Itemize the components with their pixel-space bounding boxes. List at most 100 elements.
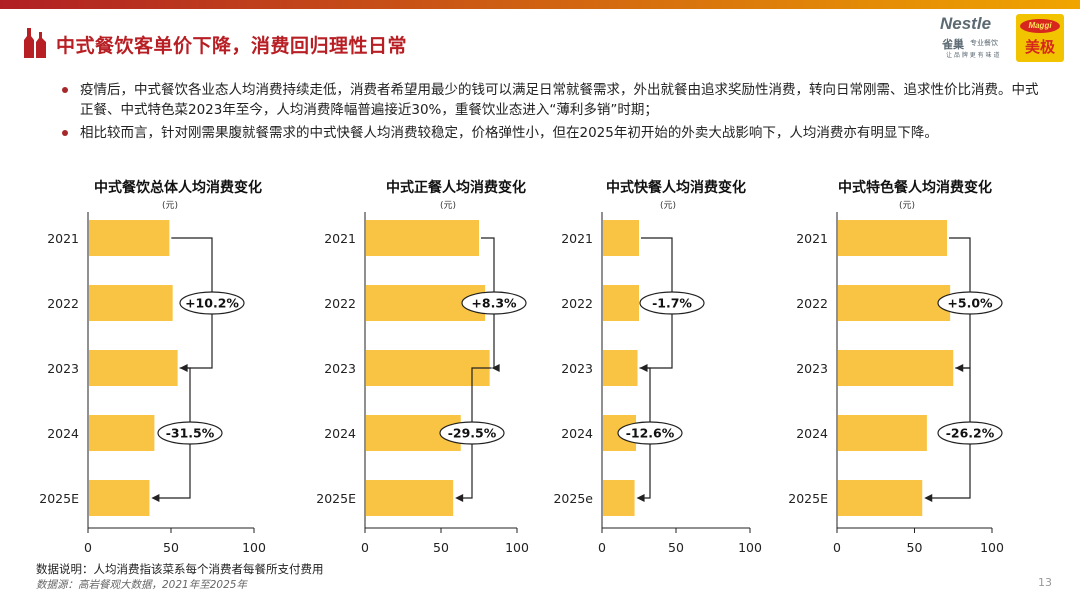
bar: [603, 220, 639, 256]
x-tick-label: 50: [163, 540, 179, 555]
change-label-oval: [937, 421, 1003, 445]
x-tick-label: 100: [980, 540, 1004, 555]
nestle-tagline: 专业餐饮: [970, 39, 998, 47]
page-title: 中式餐饮客单价下降，消费回归理性日常: [56, 35, 408, 57]
category-label: 2021: [561, 231, 593, 246]
x-tick-label: 50: [433, 540, 449, 555]
nestle-logo: Nestle 雀巢 专业餐饮 让 品 牌 更 有 味 道: [940, 14, 1016, 62]
bar: [603, 350, 638, 386]
category-label: 2025E: [39, 491, 79, 506]
bar: [366, 480, 454, 516]
category-label: 2024: [796, 426, 828, 441]
change-label: +5.0%: [947, 296, 993, 311]
bar: [89, 285, 173, 321]
maggi-logo: Maggi 美极: [1016, 14, 1064, 62]
arrow-head-icon: [924, 494, 933, 502]
bullet-dot-icon: [62, 130, 68, 136]
category-label: 2022: [561, 296, 593, 311]
x-tick-label: 0: [361, 540, 369, 555]
bar: [838, 480, 923, 516]
chart-3: 中式快餐人均消费变化 (元) 0 50 100 2021 2022 2023 2024 2025e…: [553, 179, 761, 555]
bar: [603, 285, 639, 321]
bullet-text: 相比较而言，针对刚需果腹就餐需求的中式快餐人均消费较稳定，价格弹性小，但在202…: [80, 125, 938, 141]
bullet-list: 疫情后，中式餐饮各业态人均消费持续走低，消费者希望用最少的钱可以满足日常就餐需求…: [60, 80, 1045, 146]
category-label: 2022: [324, 296, 356, 311]
x-tick-label: 0: [833, 540, 841, 555]
chart-unit-label: (元): [440, 201, 456, 211]
bar: [89, 480, 150, 516]
bar: [89, 220, 170, 256]
change-label-oval: [937, 291, 1003, 315]
chart-title: 中式快餐人均消费变化: [606, 179, 746, 196]
category-label: 2022: [796, 296, 828, 311]
bar: [838, 220, 948, 256]
bar: [89, 415, 155, 451]
change-label: -29.5%: [448, 426, 497, 441]
arrow-head-icon: [636, 494, 645, 502]
bullet-item: 疫情后，中式餐饮各业态人均消费持续走低，消费者希望用最少的钱可以满足日常就餐需求…: [60, 80, 1045, 120]
change-label: -26.2%: [946, 426, 995, 441]
category-label: 2022: [47, 296, 79, 311]
change-label: -31.5%: [166, 426, 215, 441]
chart-unit-label: (元): [660, 201, 676, 211]
change-label: -1.7%: [652, 296, 692, 311]
category-label: 2021: [324, 231, 356, 246]
category-label: 2023: [324, 361, 356, 376]
bar: [838, 350, 954, 386]
bullet-dot-icon: [62, 87, 68, 93]
chart-unit-label: (元): [162, 201, 178, 211]
chart-1: 中式餐饮总体人均消费变化 (元) 0 50 100 2021 2022 2023 2024 202…: [39, 179, 266, 555]
data-note: 数据说明：人均消费指该菜系每个消费者每餐所支付费用: [36, 562, 324, 576]
page-number: 13: [1038, 576, 1052, 589]
top-accent-bar: [0, 0, 1080, 9]
change-label-oval: [639, 291, 705, 315]
bullet-item: 相比较而言，针对刚需果腹就餐需求的中式快餐人均消费较稳定，价格弹性小，但在202…: [60, 123, 1045, 143]
nestle-chinese-name: 雀巢: [942, 38, 964, 51]
chart-4: 中式特色餐人均消费变化 (元) 0 50 100 2021 2022 2023 2024 2025…: [788, 179, 1004, 555]
category-label: 2023: [796, 361, 828, 376]
category-label: 2024: [47, 426, 79, 441]
x-tick-label: 0: [84, 540, 92, 555]
change-label-oval: [157, 421, 223, 445]
category-label: 2023: [561, 361, 593, 376]
nestle-slogan: 让 品 牌 更 有 味 道: [946, 52, 1000, 59]
change-label-oval: [461, 291, 527, 315]
chart-title: 中式餐饮总体人均消费变化: [94, 179, 262, 196]
category-label: 2021: [47, 231, 79, 246]
bullet-text: 疫情后，中式餐饮各业态人均消费持续走低，消费者希望用最少的钱可以满足日常就餐需求…: [80, 82, 1039, 118]
bar: [838, 415, 927, 451]
category-label: 2025E: [788, 491, 828, 506]
x-tick-label: 100: [505, 540, 529, 555]
chart-unit-label: (元): [899, 201, 915, 211]
change-label-oval: [439, 421, 505, 445]
change-label-oval: [179, 291, 245, 315]
bar: [366, 350, 490, 386]
change-label: +10.2%: [185, 296, 239, 311]
maggi-chinese-name: 美极: [1024, 38, 1055, 56]
x-tick-label: 50: [907, 540, 923, 555]
change-label: -12.6%: [626, 426, 675, 441]
category-label: 2024: [324, 426, 356, 441]
bar: [603, 480, 635, 516]
bar: [366, 220, 479, 256]
arrow-head-icon: [151, 494, 160, 502]
chart-2: 中式正餐人均消费变化 (元) 0 50 100 2021 2022 2023 2024 2025E…: [316, 179, 529, 555]
category-label: 2025e: [553, 491, 593, 506]
arrow-head-icon: [455, 494, 464, 502]
x-tick-label: 100: [242, 540, 266, 555]
data-source: 数据源：高岩餐观大数据，2021年至2025年: [36, 579, 247, 591]
chart-title: 中式特色餐人均消费变化: [838, 179, 992, 196]
category-label: 2021: [796, 231, 828, 246]
bar: [89, 350, 178, 386]
change-label-oval: [617, 421, 683, 445]
change-label: +8.3%: [471, 296, 517, 311]
x-tick-label: 50: [668, 540, 684, 555]
bottles-icon: [24, 28, 46, 58]
category-label: 2025E: [316, 491, 356, 506]
maggi-wordmark: Maggi: [1020, 19, 1060, 33]
category-label: 2024: [561, 426, 593, 441]
chart-title: 中式正餐人均消费变化: [386, 179, 526, 196]
charts-area: 中式餐饮总体人均消费变化 (元) 0 50 100 2021 2022 2023 2024 202…: [39, 179, 1004, 555]
category-label: 2023: [47, 361, 79, 376]
nestle-wordmark: Nestle: [940, 14, 992, 33]
